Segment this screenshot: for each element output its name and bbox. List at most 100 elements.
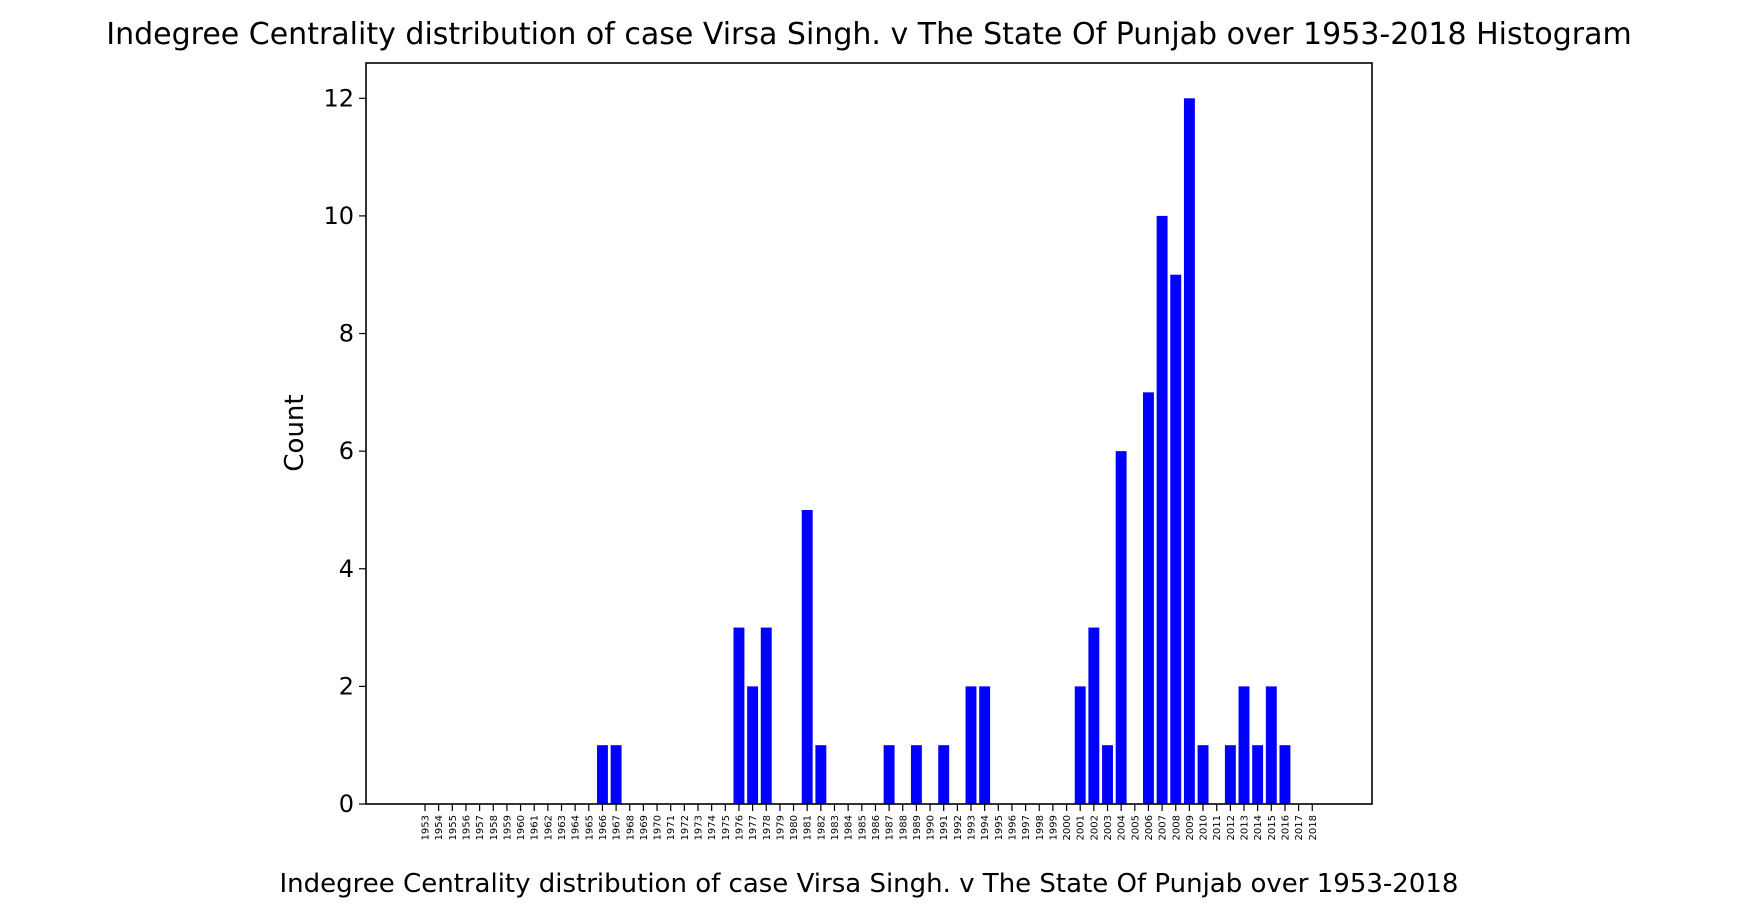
x-tick-label: 1982	[816, 815, 827, 840]
x-tick-label: 2004	[1117, 815, 1128, 840]
x-tick-label: 2011	[1212, 815, 1223, 840]
x-tick-label: 1980	[789, 815, 800, 840]
x-tick-label: 1954	[434, 815, 445, 840]
x-tick-label: 1992	[953, 815, 964, 840]
x-tick-label: 1973	[694, 815, 705, 840]
x-tick-label: 1999	[1048, 815, 1059, 840]
x-tick-label: 1994	[980, 815, 991, 840]
x-tick-label: 2008	[1171, 815, 1182, 840]
x-tick-label: 1998	[1035, 815, 1046, 840]
bar-1967	[610, 745, 622, 804]
x-tick-label: 1997	[1021, 815, 1032, 840]
x-tick-label: 2007	[1158, 815, 1169, 840]
x-tick-label: 2013	[1240, 815, 1251, 840]
x-tick-label: 1971	[666, 815, 677, 840]
x-tick-label: 1966	[598, 815, 609, 840]
x-axis-label: Indegree Centrality distribution of case…	[280, 869, 1459, 899]
x-axis-ticks: 1953 1954 1955 1956 1957 1958 1959 1960 1961 1962…	[421, 804, 1319, 840]
x-tick-label: 2014	[1253, 815, 1264, 840]
x-tick-label: 1976	[734, 815, 745, 840]
bar-2002	[1088, 627, 1100, 804]
y-tick-label: 2	[339, 672, 354, 700]
y-tick-label: 8	[339, 320, 354, 348]
bar-2008	[1170, 274, 1182, 805]
x-tick-label: 1955	[448, 815, 459, 840]
x-tick-label: 2000	[1062, 815, 1073, 840]
bar-2013	[1238, 686, 1250, 804]
x-tick-label: 1995	[994, 815, 1005, 840]
plot-frame	[365, 62, 1373, 805]
x-tick-label: 1959	[502, 815, 513, 840]
x-tick-label: 1961	[530, 815, 541, 840]
x-tick-label: 1957	[475, 815, 486, 840]
x-tick-label: 2001	[1076, 815, 1087, 840]
x-tick-label: 2018	[1308, 815, 1319, 840]
bar-1994	[979, 686, 991, 804]
x-tick-label: 1983	[830, 815, 841, 840]
x-tick-label: 2003	[1103, 815, 1114, 840]
x-tick-label: 1990	[926, 815, 937, 840]
x-tick-label: 1993	[967, 815, 978, 840]
x-tick-label: 2017	[1294, 815, 1305, 840]
bar-1993	[965, 686, 977, 804]
x-tick-label: 1972	[680, 815, 691, 840]
y-axis-ticks: 0 2 4 6 8 10 12	[323, 84, 366, 818]
x-tick-label: 2005	[1130, 815, 1141, 840]
bar-1966	[596, 745, 608, 804]
x-tick-label: 1960	[516, 815, 527, 840]
x-tick-label: 2010	[1199, 815, 1210, 840]
x-tick-label: 2006	[1144, 815, 1155, 840]
x-tick-label: 1989	[912, 815, 923, 840]
x-tick-label: 1984	[844, 815, 855, 840]
bars-group	[596, 98, 1291, 805]
bar-2006	[1142, 392, 1154, 804]
chart-title: Indegree Centrality distribution of case…	[106, 17, 1632, 52]
bar-1977	[747, 686, 759, 804]
x-tick-label: 2016	[1280, 815, 1291, 840]
x-tick-label: 1962	[543, 815, 554, 840]
y-tick-label: 4	[339, 555, 354, 583]
bar-1982	[815, 745, 827, 804]
y-tick-label: 10	[323, 202, 354, 230]
bar-1991	[938, 745, 950, 804]
x-tick-label: 1979	[775, 815, 786, 840]
bar-1976	[733, 627, 745, 804]
x-tick-label: 1956	[461, 815, 472, 840]
x-tick-label: 1988	[898, 815, 909, 840]
x-tick-label: 2002	[1089, 815, 1100, 840]
x-tick-label: 1985	[857, 815, 868, 840]
bar-2009	[1183, 98, 1195, 805]
bar-2012	[1224, 745, 1236, 804]
x-tick-label: 1970	[653, 815, 664, 840]
x-tick-label: 1953	[421, 815, 432, 840]
x-tick-label: 1969	[639, 815, 650, 840]
x-tick-label: 1981	[803, 815, 814, 840]
x-tick-label: 1968	[625, 815, 636, 840]
x-tick-label: 2009	[1185, 815, 1196, 840]
x-tick-label: 1996	[1007, 815, 1018, 840]
x-tick-label: 1965	[584, 815, 595, 840]
bar-2004	[1115, 451, 1127, 804]
bar-1989	[910, 745, 922, 804]
x-tick-label: 1963	[557, 815, 568, 840]
x-tick-label: 1974	[707, 815, 718, 840]
y-tick-label: 0	[339, 790, 354, 818]
x-tick-label: 1977	[748, 815, 759, 840]
bar-2001	[1074, 686, 1086, 804]
bar-2010	[1197, 745, 1209, 804]
x-tick-label: 1986	[871, 815, 882, 840]
x-tick-label: 2012	[1226, 815, 1237, 840]
bar-1978	[760, 627, 772, 804]
bar-2007	[1156, 215, 1168, 804]
x-tick-label: 1978	[762, 815, 773, 840]
y-tick-label: 12	[323, 84, 354, 112]
bar-2014	[1252, 745, 1264, 804]
bar-2003	[1102, 745, 1113, 804]
y-tick-label: 6	[339, 437, 354, 465]
bar-2015	[1265, 686, 1277, 804]
x-tick-label: 1987	[885, 815, 896, 840]
bar-1981	[801, 509, 813, 804]
x-tick-label: 1967	[612, 815, 623, 840]
x-tick-label: 2015	[1267, 815, 1278, 840]
